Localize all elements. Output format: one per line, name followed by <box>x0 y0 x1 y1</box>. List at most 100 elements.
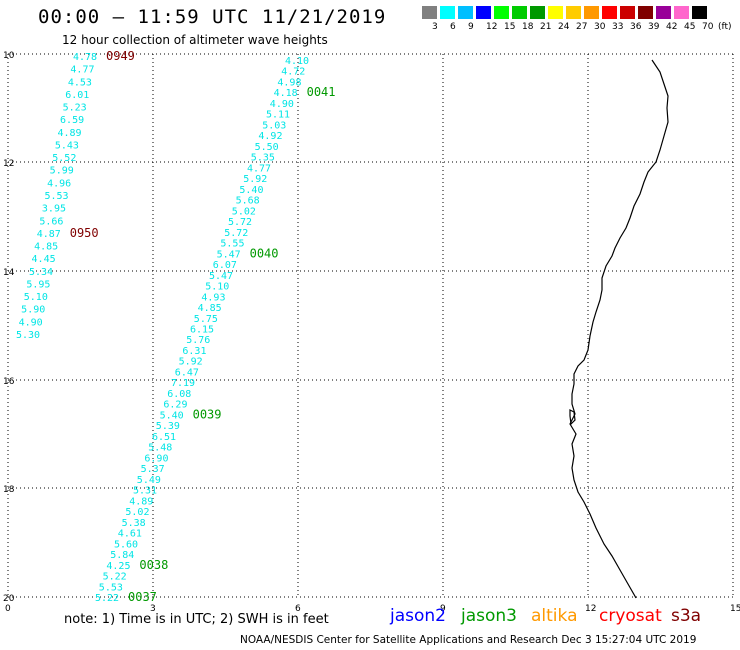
colorbar-swatch <box>494 6 509 19</box>
colorbar-swatch <box>566 6 581 19</box>
wave-height-value: 4.61 <box>118 529 142 540</box>
colorbar-swatch <box>422 6 437 19</box>
wave-height-value: 6.47 <box>175 367 199 378</box>
colorbar-label: 45 <box>684 22 696 32</box>
colorbar-label: 27 <box>576 22 588 32</box>
wave-height-value: 5.30 <box>16 330 40 341</box>
wave-height-value: 5.39 <box>156 421 180 432</box>
wave-height-value: 5.95 <box>26 279 50 290</box>
wave-height-value: 6.51 <box>152 432 176 443</box>
wave-height-value: 6.90 <box>144 453 168 464</box>
wave-height-value: 6.31 <box>182 346 206 357</box>
wave-height-value: 5.49 <box>137 475 161 486</box>
wave-height-value: 4.72 <box>281 67 305 78</box>
colorbar-label: 30 <box>594 22 606 32</box>
wave-height-value: 4.18 <box>274 88 298 99</box>
wave-height-value: 4.87 <box>37 229 61 240</box>
colorbar-label: 24 <box>558 22 570 32</box>
wave-height-value: 6.15 <box>190 325 214 336</box>
satellite-cryosat: cryosat <box>599 606 662 626</box>
colorbar-label: 21 <box>540 22 552 32</box>
colorbar-swatch <box>530 6 545 19</box>
wave-height-value: 5.53 <box>45 191 69 202</box>
coastline <box>569 59 669 599</box>
wave-height-value: 5.10 <box>24 292 48 303</box>
colorbar-label: 36 <box>630 22 642 32</box>
wave-height-value: 5.72 <box>228 217 252 228</box>
colorbar-swatch <box>692 6 707 19</box>
wave-height-value: 5.76 <box>186 335 210 346</box>
colorbar-swatch <box>458 6 473 19</box>
wave-height-value: 3.95 <box>42 204 66 215</box>
colorbar-unit: (ft) <box>718 22 732 32</box>
wave-height-value: 6.29 <box>163 400 187 411</box>
satellite-s3a: s3a <box>671 606 702 626</box>
track-a: 4.78 4.774.53 6.01 5.236.59 4.895.43 5.52 5.99… <box>16 49 135 341</box>
map-subtitle: 12 hour collection of altimeter wave hei… <box>62 33 328 47</box>
satellite-jason2: jason2 <box>390 606 446 626</box>
wave-height-value: 6.01 <box>65 90 89 101</box>
colorbar-swatch <box>584 6 599 19</box>
wave-height-value: 4.85 <box>198 303 222 314</box>
map-grid <box>7 53 734 598</box>
wave-height-value: 5.99 <box>50 166 74 177</box>
wave-height-value: 5.84 <box>110 550 134 561</box>
wave-height-value: 5.47 <box>209 271 233 282</box>
wave-height-value: 5.52 <box>52 153 76 164</box>
wave-height-value: 5.35 <box>251 153 275 164</box>
colorbar-label: 12 <box>486 22 498 32</box>
wave-height-value: 5.75 <box>194 314 218 325</box>
wave-height-value: 5.34 <box>29 267 53 278</box>
colorbar-label: 42 <box>666 22 678 32</box>
wave-height-value: 5.22 <box>103 572 127 583</box>
colorbar-swatch <box>620 6 635 19</box>
satellite-altika: altika <box>531 606 578 626</box>
colorbar-label: 70 <box>702 22 714 32</box>
pass-time-label: 0039 <box>193 407 222 421</box>
colorbar-label: 6 <box>450 22 456 32</box>
y-tick-label: 16 <box>3 377 15 387</box>
wave-height-value: 4.78 <box>73 52 97 63</box>
colorbar-swatch <box>656 6 671 19</box>
wave-height-value: 5.92 <box>243 174 267 185</box>
y-tick-label: 12 <box>3 159 14 169</box>
wave-height-value: 4.10 <box>285 56 309 67</box>
x-tick-label: 15 <box>730 604 740 614</box>
wave-height-value: 6.07 <box>213 260 237 271</box>
wave-height-value: 5.66 <box>39 216 63 227</box>
wave-height-value: 5.10 <box>205 282 229 293</box>
y-tick-label: 10 <box>3 51 15 61</box>
axis-labels: 0 3 6 9 12 15 10 12 14 16 18 20 <box>3 51 740 614</box>
wave-height-value: 5.48 <box>148 443 172 454</box>
wave-height-value: 4.25 <box>106 561 130 572</box>
wave-height-value: 5.53 <box>99 582 123 593</box>
wave-height-value: 5.40 <box>239 185 263 196</box>
wave-height-value: 5.43 <box>55 140 79 151</box>
wave-height-value: 5.68 <box>236 196 260 207</box>
wave-height-value: 5.31 <box>133 486 157 497</box>
wave-height-value: 4.90 <box>19 317 43 328</box>
x-tick-label: 12 <box>585 604 596 614</box>
wave-height-value: 5.02 <box>125 507 149 518</box>
wave-height-value: 5.11 <box>266 110 290 121</box>
map-title: 00:00 – 11:59 UTC 11/21/2019 <box>38 6 387 28</box>
wave-height-value: 5.37 <box>141 464 165 475</box>
wave-height-value: 5.90 <box>21 305 45 316</box>
colorbar-label: 18 <box>522 22 534 32</box>
wave-height-value: 5.23 <box>63 103 87 114</box>
wave-height-value: 5.72 <box>224 228 248 239</box>
pass-time-label: 0950 <box>70 226 99 240</box>
x-tick-label: 0 <box>5 604 11 614</box>
colorbar-swatch <box>638 6 653 19</box>
wave-height-value: 5.40 <box>160 410 184 421</box>
wave-height-value: 5.38 <box>122 518 146 529</box>
wave-height-value: 4.53 <box>68 77 92 88</box>
colorbar-swatch <box>602 6 617 19</box>
colorbar-label: 39 <box>648 22 660 32</box>
wave-height-value: 4.92 <box>258 131 282 142</box>
pass-time-label: 0038 <box>139 558 168 572</box>
credit-line: NOAA/NESDIS Center for Satellite Applica… <box>240 634 697 646</box>
wave-height-value: 4.93 <box>201 292 225 303</box>
colorbar-label: 9 <box>468 22 474 32</box>
